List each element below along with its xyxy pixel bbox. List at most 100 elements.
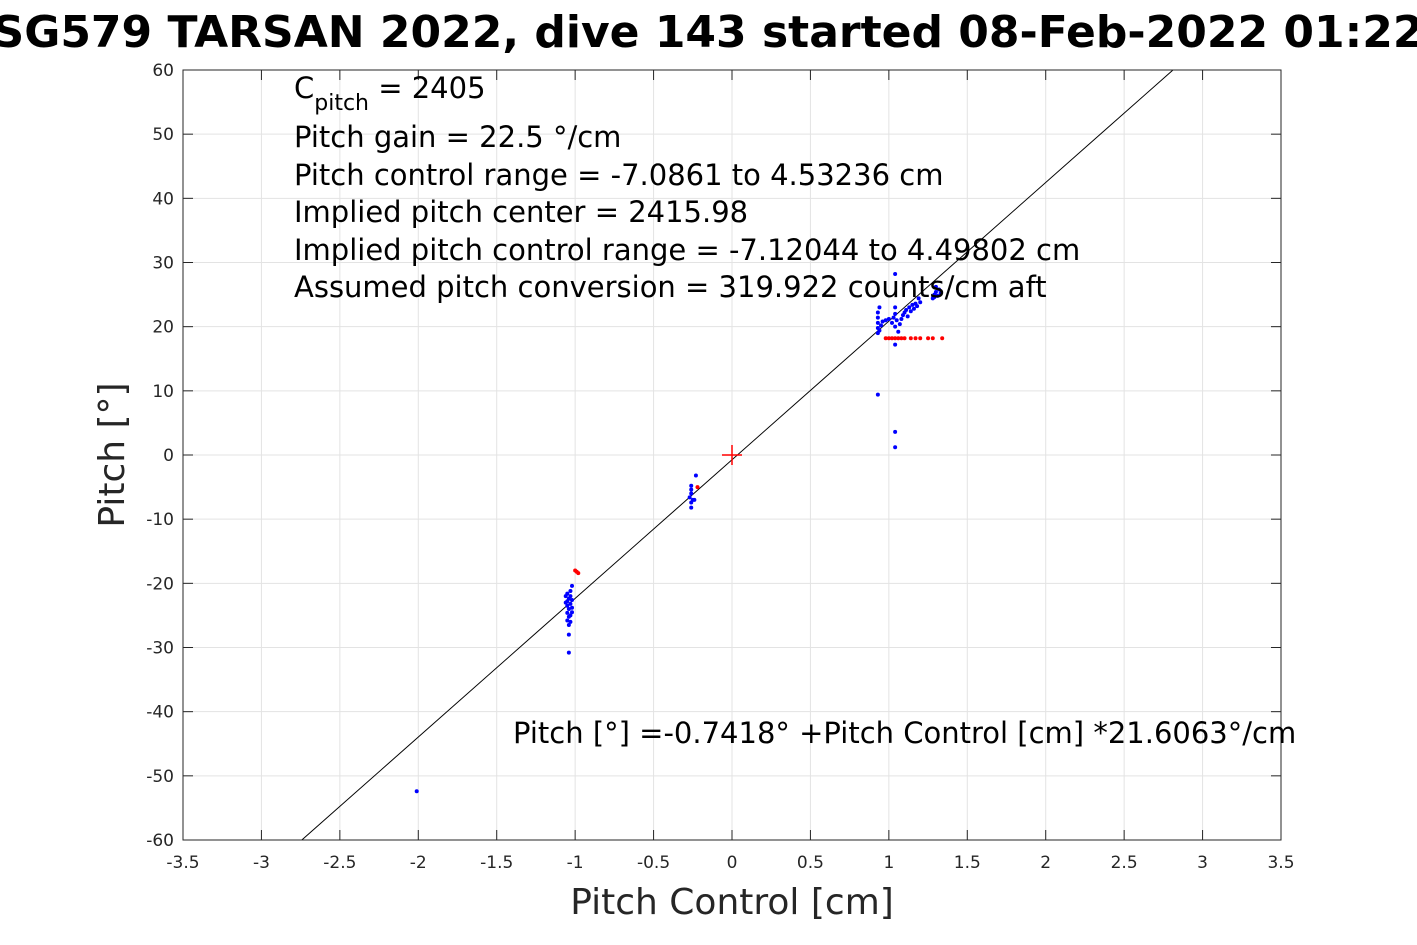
data-point <box>875 315 880 320</box>
annotation-pitch-control-range: Pitch control range = -7.0861 to 4.53236… <box>294 158 943 192</box>
data-point <box>689 491 694 496</box>
x-tick-label: 0 <box>727 853 738 873</box>
data-point <box>570 610 575 615</box>
data-points <box>414 272 945 794</box>
data-point <box>568 619 573 624</box>
data-point <box>932 295 937 300</box>
x-tick-label: -2.5 <box>323 853 356 873</box>
data-point <box>913 336 918 341</box>
data-point <box>930 336 935 341</box>
y-tick-label: -20 <box>146 574 174 594</box>
data-point <box>570 598 575 603</box>
data-point <box>883 318 888 323</box>
data-point <box>693 473 698 478</box>
y-tick-label: -10 <box>146 510 174 530</box>
data-point <box>695 485 700 490</box>
data-point <box>576 571 581 576</box>
x-tick-label: 1 <box>883 853 894 873</box>
data-point <box>893 342 898 347</box>
data-point <box>565 603 570 608</box>
annotation-implied-pitch-center: Implied pitch center = 2415.98 <box>294 195 748 229</box>
x-tick-label: -3.5 <box>166 853 199 873</box>
data-point <box>891 315 896 320</box>
data-point <box>889 320 894 325</box>
data-point <box>568 589 573 594</box>
data-point <box>877 305 882 310</box>
x-tick-label: -1.5 <box>480 853 513 873</box>
data-point <box>893 336 898 341</box>
data-point <box>940 336 945 341</box>
data-point <box>899 336 904 341</box>
x-tick-labels: -3.5 -3 -2.5 -2 -1.5 -1 -0.5 0 0.5 1 1.5 2 2.5 3 3.5 <box>166 853 1294 873</box>
data-point <box>899 316 904 321</box>
y-axis-label: Pitch [°] <box>92 382 133 527</box>
data-point <box>893 305 898 310</box>
c-pitch-value: = 2405 <box>369 71 486 105</box>
data-point <box>689 500 694 505</box>
axes-box <box>182 69 1282 841</box>
data-point <box>565 618 570 623</box>
y-tick-labels: 60 50 40 30 20 10 0 -10 -20 -30 -40 -50 -60 <box>146 61 174 851</box>
data-point <box>563 600 568 605</box>
x-tick-label: -3 <box>253 853 270 873</box>
data-point <box>689 505 694 510</box>
data-point <box>566 607 571 611</box>
annotation-assumed-conversion: Assumed pitch conversion = 319.922 count… <box>294 270 1047 304</box>
x-tick-label: -1 <box>567 853 584 873</box>
x-axis-label: Pitch Control [cm] <box>570 882 894 923</box>
x-tick-label: -2 <box>410 853 427 873</box>
data-point <box>938 291 943 296</box>
data-point <box>886 316 891 321</box>
annotation-c-pitch: Cpitch = 2405 <box>294 71 486 116</box>
y-tick-label: -50 <box>146 767 174 787</box>
y-tick-label: -30 <box>146 639 174 659</box>
data-point <box>414 789 419 794</box>
y-tick-label: 30 <box>152 254 174 274</box>
data-point <box>880 319 885 324</box>
data-point <box>933 290 938 295</box>
data-point <box>904 307 909 312</box>
x-tick-label: 0.5 <box>797 853 824 873</box>
data-point <box>570 583 575 588</box>
data-point <box>908 309 913 314</box>
x-tick-label: 3.5 <box>1267 853 1294 873</box>
data-point <box>879 323 884 328</box>
y-tick-label: 10 <box>152 382 174 402</box>
data-point <box>935 293 940 298</box>
x-tick-label: -0.5 <box>637 853 670 873</box>
x-tick-label: 2.5 <box>1111 853 1138 873</box>
x-tick-label: 3 <box>1197 853 1208 873</box>
annotation-implied-range: Implied pitch control range = -7.12044 t… <box>294 233 1080 267</box>
y-tick-label: 50 <box>152 125 174 145</box>
data-point <box>926 336 931 341</box>
data-point <box>568 594 573 599</box>
data-point <box>566 650 571 655</box>
data-point <box>894 318 899 323</box>
data-point <box>689 483 694 488</box>
data-point <box>918 336 923 341</box>
annotation-pitch-gain: Pitch gain = 22.5 °/cm <box>294 120 621 154</box>
data-point <box>907 305 912 310</box>
data-point <box>908 336 913 341</box>
x-tick-label: 1.5 <box>954 853 981 873</box>
fit-equation-label: Pitch [°] =-0.7418° +Pitch Control [cm] … <box>513 716 1296 750</box>
data-point <box>902 336 907 341</box>
y-tick-label: -40 <box>146 703 174 723</box>
data-point <box>905 314 910 319</box>
data-point <box>918 300 923 305</box>
chart-title: SG579 TARSAN 2022, dive 143 started 08-F… <box>0 7 1417 58</box>
x-tick-label: 2 <box>1040 853 1051 873</box>
y-tick-label: 40 <box>152 189 174 209</box>
data-point <box>875 392 880 397</box>
y-tick-label: 20 <box>152 318 174 338</box>
data-point <box>875 320 880 325</box>
data-point <box>933 284 938 289</box>
data-point <box>893 429 898 434</box>
data-point <box>687 495 692 500</box>
data-point <box>692 497 697 502</box>
y-tick-label: -60 <box>146 831 174 851</box>
data-point <box>875 310 880 315</box>
data-point <box>568 601 573 606</box>
y-tick-label: 60 <box>152 61 174 81</box>
